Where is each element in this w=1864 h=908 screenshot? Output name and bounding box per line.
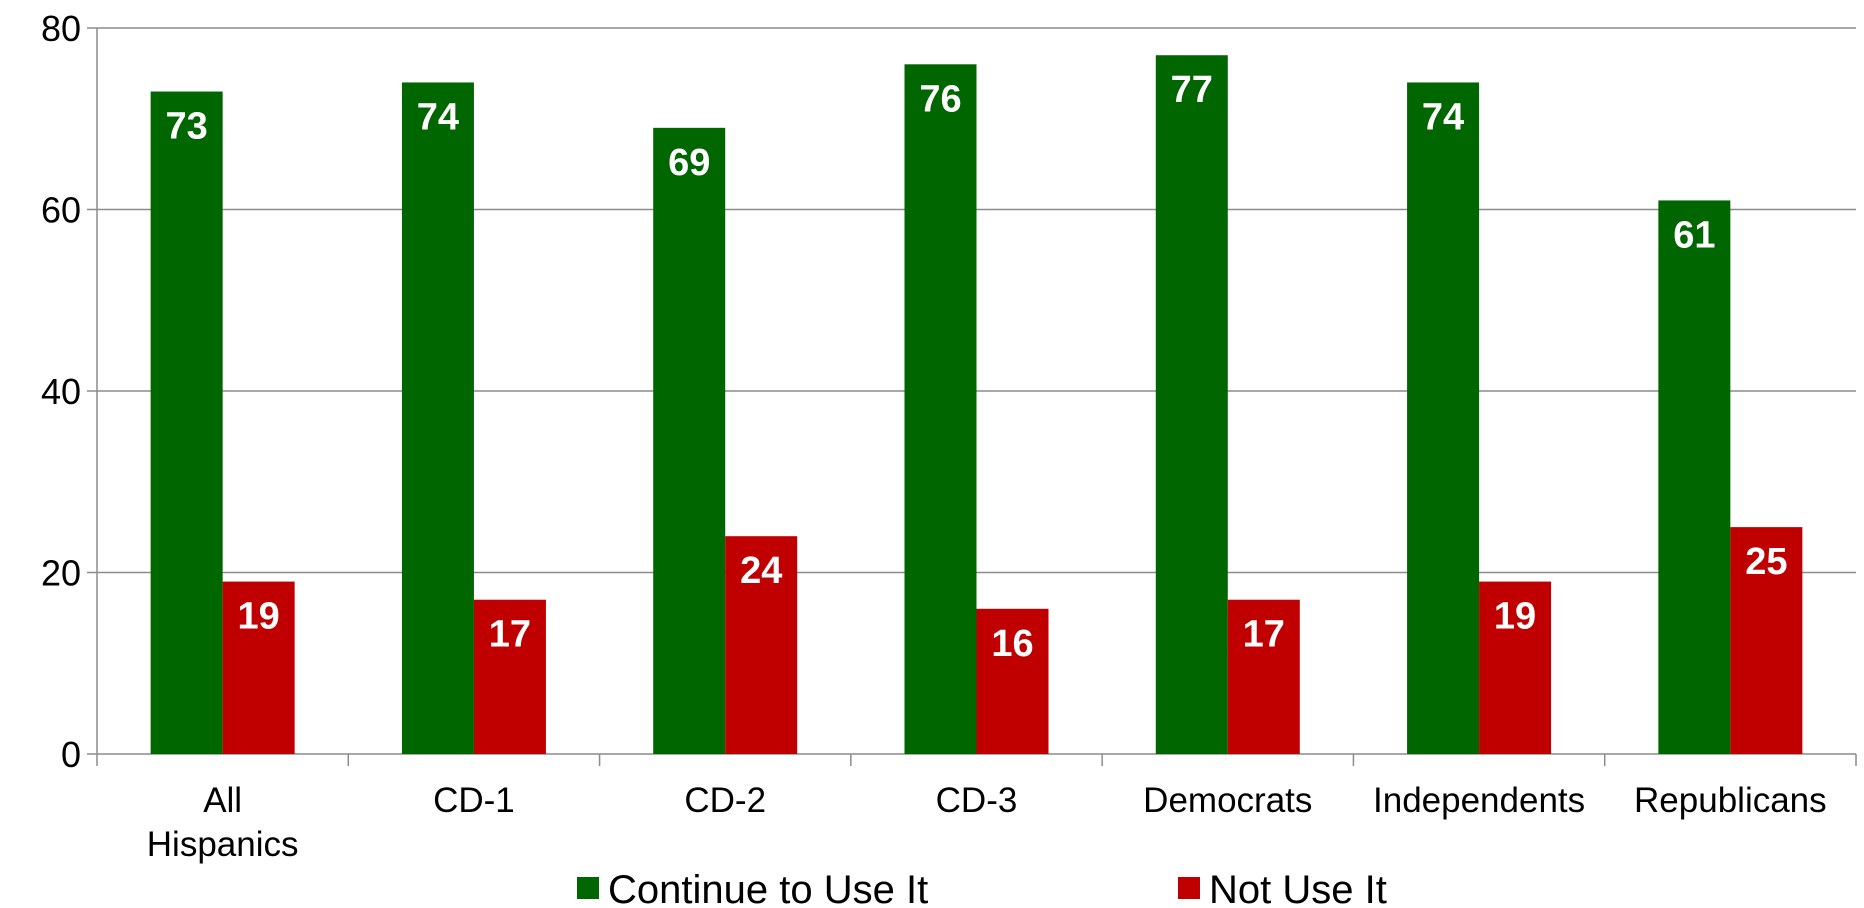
data-label: 61: [1673, 214, 1715, 256]
bar-continue-to-use-it: [653, 127, 726, 754]
data-label: 77: [1171, 69, 1213, 111]
bar-not-use-it: [976, 608, 1049, 754]
x-category-label: Hispanics: [147, 825, 299, 864]
x-category-label: CD-2: [684, 781, 766, 820]
bar-continue-to-use-it: [904, 64, 977, 755]
bar-continue-to-use-it: [1155, 55, 1228, 755]
legend: Continue to Use It Not Use It: [577, 868, 1387, 908]
data-label: 73: [166, 106, 208, 148]
x-category-label: Republicans: [1634, 781, 1827, 820]
y-tick-label: 40: [41, 371, 81, 412]
data-label: 17: [1243, 614, 1285, 656]
legend-label: Continue to Use It: [608, 868, 928, 908]
bar-not-use-it: [1730, 527, 1803, 754]
bar-not-use-it: [1227, 599, 1300, 754]
data-label: 76: [919, 78, 961, 120]
data-label: 19: [238, 596, 280, 638]
data-label: 17: [489, 614, 531, 656]
data-label: 74: [417, 96, 459, 138]
data-label: 69: [668, 142, 710, 184]
y-tick-label: 0: [61, 734, 81, 775]
legend-label: Not Use It: [1209, 868, 1387, 908]
data-label: 25: [1745, 541, 1787, 583]
data-labels: 73 19 74 17 69 24 76 16 77 17 74 19 61 25: [166, 69, 1788, 665]
y-tick-label: 20: [41, 553, 81, 594]
data-label: 24: [740, 550, 782, 592]
bar-continue-to-use-it: [1407, 82, 1480, 754]
data-label: 19: [1494, 596, 1536, 638]
legend-swatch: [1178, 877, 1200, 899]
bar-continue-to-use-it: [401, 82, 474, 754]
x-category-label: Democrats: [1143, 781, 1312, 820]
y-tick-label: 80: [41, 8, 81, 49]
bar-not-use-it: [1479, 581, 1552, 754]
bar-continue-to-use-it: [150, 91, 223, 754]
legend-swatch: [577, 877, 599, 899]
bar-not-use-it: [473, 599, 546, 754]
bars: [150, 55, 1803, 755]
bar-not-use-it: [222, 581, 295, 754]
x-category-label: All: [203, 781, 242, 820]
y-tick-label: 60: [41, 190, 81, 231]
x-category-label: Independents: [1373, 781, 1585, 820]
bar-continue-to-use-it: [1658, 200, 1731, 755]
x-category-label: CD-1: [433, 781, 515, 820]
bar-not-use-it: [725, 536, 798, 754]
data-label: 16: [991, 623, 1033, 665]
data-label: 74: [1422, 96, 1464, 138]
axes: 0 20 40 60 80 All Hispanics CD-1 CD-2 CD-3 Democra…: [41, 8, 1857, 864]
x-category-label: CD-3: [936, 781, 1018, 820]
